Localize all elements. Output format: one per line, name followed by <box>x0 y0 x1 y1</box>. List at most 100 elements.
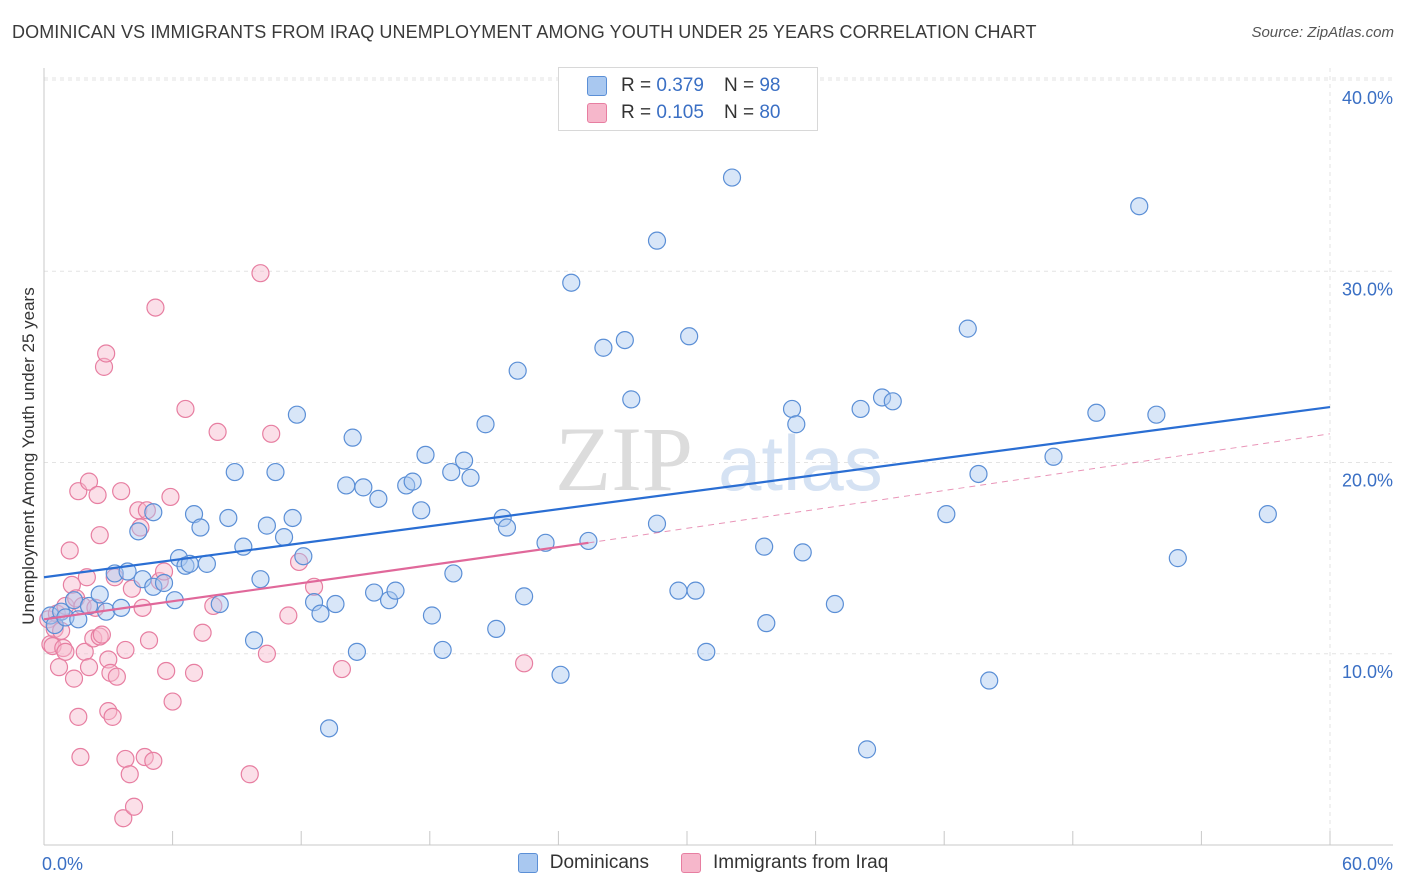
iraq-point <box>184 663 204 682</box>
dominican-point <box>508 361 527 380</box>
iraq-point <box>56 642 75 661</box>
iraq-point <box>208 422 227 441</box>
iraq-point <box>49 658 69 677</box>
legend-n-label: N = <box>723 75 755 96</box>
iraq-point <box>116 640 135 660</box>
iraq-point <box>97 344 116 363</box>
iraq-point <box>144 751 163 770</box>
iraq-point <box>163 692 182 711</box>
dominican-point <box>197 554 216 573</box>
dominican-point <box>562 273 581 292</box>
dominican-point <box>793 543 812 562</box>
iraq-point <box>116 749 135 769</box>
dominican-point <box>294 547 313 566</box>
dominican-point <box>487 619 506 638</box>
iraq-point <box>161 487 180 507</box>
dominican-point <box>403 472 422 491</box>
dominican-point <box>1147 405 1166 424</box>
source-label: Source: ZipAtlas.com <box>1251 24 1394 41</box>
dominican-point <box>697 642 716 661</box>
dominican-point <box>343 428 362 447</box>
iraq-point <box>114 809 133 828</box>
iraq-point <box>279 606 298 625</box>
dominican-point <box>422 606 442 625</box>
dominican-point <box>857 740 877 759</box>
iraq-point <box>60 541 79 560</box>
legend-swatch-blue <box>517 853 538 873</box>
legend-swatch-pink <box>681 853 701 873</box>
legend-n-label: N = <box>723 102 755 123</box>
dominican-point <box>825 594 844 614</box>
legend-item-dominicans[interactable]: Dominicans <box>517 852 649 874</box>
watermark-atlas: atlas <box>718 419 883 507</box>
dominican-point <box>883 392 902 411</box>
iraq-point <box>332 659 352 679</box>
y-tick-label: 30.0% <box>1342 279 1393 299</box>
dominican-point <box>144 577 163 596</box>
dominican-point <box>980 671 999 690</box>
legend-n-value: 98 <box>759 75 781 96</box>
dominican-point <box>536 533 555 552</box>
dominican-point <box>969 464 988 484</box>
iraq-point <box>240 765 259 784</box>
dominican-point <box>274 527 294 547</box>
dominican-point <box>1258 505 1277 524</box>
iraq-point <box>71 747 90 767</box>
dominican-point <box>851 399 870 419</box>
dominican-point <box>551 665 570 684</box>
y-tick-label: 40.0% <box>1342 88 1393 108</box>
iraq-point <box>45 619 64 638</box>
dominican-point <box>872 388 892 407</box>
iraq-point <box>84 629 103 648</box>
iraq-point <box>251 264 270 283</box>
iraq-point <box>107 667 126 686</box>
dominican-point <box>787 415 806 434</box>
dominican-point <box>154 573 174 593</box>
legend-swatch-pink <box>587 103 607 123</box>
y-tick-labels: 10.0% 20.0% 30.0% 40.0% <box>1342 88 1393 682</box>
dominican-point <box>461 468 480 487</box>
watermark-zip: ZIP <box>555 408 693 510</box>
dominican-point <box>319 719 339 738</box>
iraq-point <box>103 707 122 726</box>
dominican-point <box>669 581 688 600</box>
dominican-point <box>257 516 277 535</box>
dominican-point <box>515 587 534 606</box>
trend-lines <box>43 405 1331 621</box>
legend-label-iraq: Immigrants from Iraq <box>713 852 889 873</box>
dominican-point <box>79 596 99 616</box>
dominican-point <box>304 593 324 612</box>
legend-r-value: 0.105 <box>656 102 704 123</box>
iraq-point <box>133 598 152 617</box>
dominican-point <box>416 445 435 464</box>
dominican-point <box>244 631 264 650</box>
dominican-point <box>647 514 667 533</box>
dominican-point <box>1044 447 1063 466</box>
axes <box>43 68 1393 846</box>
chart-title: DOMINICAN VS IMMIGRANTS FROM IRAQ UNEMPL… <box>12 22 1037 42</box>
legend-n-value: 80 <box>759 102 781 123</box>
legend-item-iraq[interactable]: Immigrants from Iraq <box>681 852 888 874</box>
iraq-trend-extension <box>588 433 1331 544</box>
dominican-point <box>755 537 774 556</box>
dominican-point <box>311 604 330 623</box>
dominican-points <box>41 168 1277 759</box>
dominican-point <box>337 476 356 495</box>
dominican-point <box>958 319 977 338</box>
iraq-point <box>515 654 534 673</box>
dominican-point <box>476 415 495 434</box>
series-legend: Dominicans Immigrants from Iraq <box>0 852 1406 874</box>
dominican-point <box>1168 549 1187 568</box>
iraq-point <box>79 472 99 491</box>
legend-row-dominicans: R = 0.379 N = 98 <box>587 73 780 99</box>
dominican-point <box>283 508 302 528</box>
dominican-point <box>225 462 244 482</box>
dominican-point <box>210 594 229 614</box>
dominican-point <box>386 581 405 600</box>
dominican-point <box>90 585 109 604</box>
dominican-point <box>622 390 641 409</box>
iraq-points <box>39 264 534 828</box>
dominican-point <box>782 399 802 419</box>
legend-swatch-blue <box>587 76 607 96</box>
